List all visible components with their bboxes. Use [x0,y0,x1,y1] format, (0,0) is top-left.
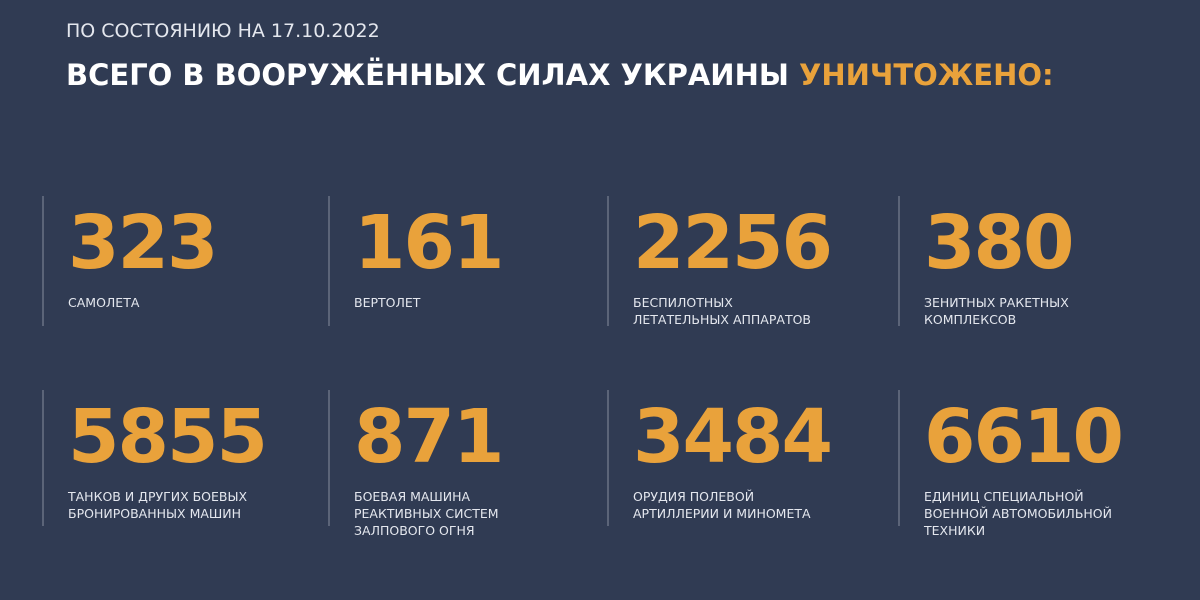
stat-label: ЕДИНИЦ СПЕЦИАЛЬНОЙ ВОЕННОЙ АВТОМОБИЛЬНОЙ… [924,489,1112,538]
stat-mlrs: 871 БОЕВАЯ МАШИНА РЕАКТИВНЫХ СИСТЕМ ЗАЛПО… [328,390,598,538]
stat-sam: 380 ЗЕНИТНЫХ РАКЕТНЫХ КОМПЛЕКСОВ [898,196,1188,327]
stat-aircraft: 323 САМОЛЕТА [42,196,312,326]
stat-value: 380 [924,200,1074,286]
stat-vehicles: 6610 ЕДИНИЦ СПЕЦИАЛЬНОЙ ВОЕННОЙ АВТОМОБИЛ… [898,390,1188,538]
stat-value: 161 [354,200,504,286]
stat-uav: 2256 БЕСПИЛОТНЫХ ЛЕТАТЕЛЬНЫХ АППАРАТОВ [607,196,877,327]
stat-tanks: 5855 ТАНКОВ И ДРУГИХ БОЕВЫХ БРОНИРОВАННЫХ… [42,390,312,526]
title-accent: УНИЧТОЖЕНО: [799,58,1054,92]
stat-label: БЕСПИЛОТНЫХ ЛЕТАТЕЛЬНЫХ АППАРАТОВ [633,295,811,327]
stat-value: 323 [68,200,218,286]
stat-label: ТАНКОВ И ДРУГИХ БОЕВЫХ БРОНИРОВАННЫХ МАШ… [68,489,248,521]
page-title: ВСЕГО В ВООРУЖЁННЫХ СИЛАХ УКРАИНЫ УНИЧТО… [66,58,1054,92]
stat-value: 5855 [68,394,268,480]
stat-label: БОЕВАЯ МАШИНА РЕАКТИВНЫХ СИСТЕМ ЗАЛПОВОГ… [354,489,499,538]
stat-label: ВЕРТОЛЕТ [354,295,421,310]
stat-value: 2256 [633,200,833,286]
stat-value: 3484 [633,394,833,480]
stat-artillery: 3484 ОРУДИЯ ПОЛЕВОЙ АРТИЛЛЕРИИ И МИНОМЕТА [607,390,877,526]
stat-label: САМОЛЕТА [68,295,140,310]
stat-label: ЗЕНИТНЫХ РАКЕТНЫХ КОМПЛЕКСОВ [924,295,1069,327]
stat-label: ОРУДИЯ ПОЛЕВОЙ АРТИЛЛЕРИИ И МИНОМЕТА [633,489,811,521]
stat-value: 6610 [924,394,1124,480]
date-subtitle: ПО СОСТОЯНИЮ НА 17.10.2022 [66,20,380,42]
stat-helicopters: 161 ВЕРТОЛЕТ [328,196,598,326]
title-main: ВСЕГО В ВООРУЖЁННЫХ СИЛАХ УКРАИНЫ [66,58,789,92]
stat-value: 871 [354,394,504,480]
